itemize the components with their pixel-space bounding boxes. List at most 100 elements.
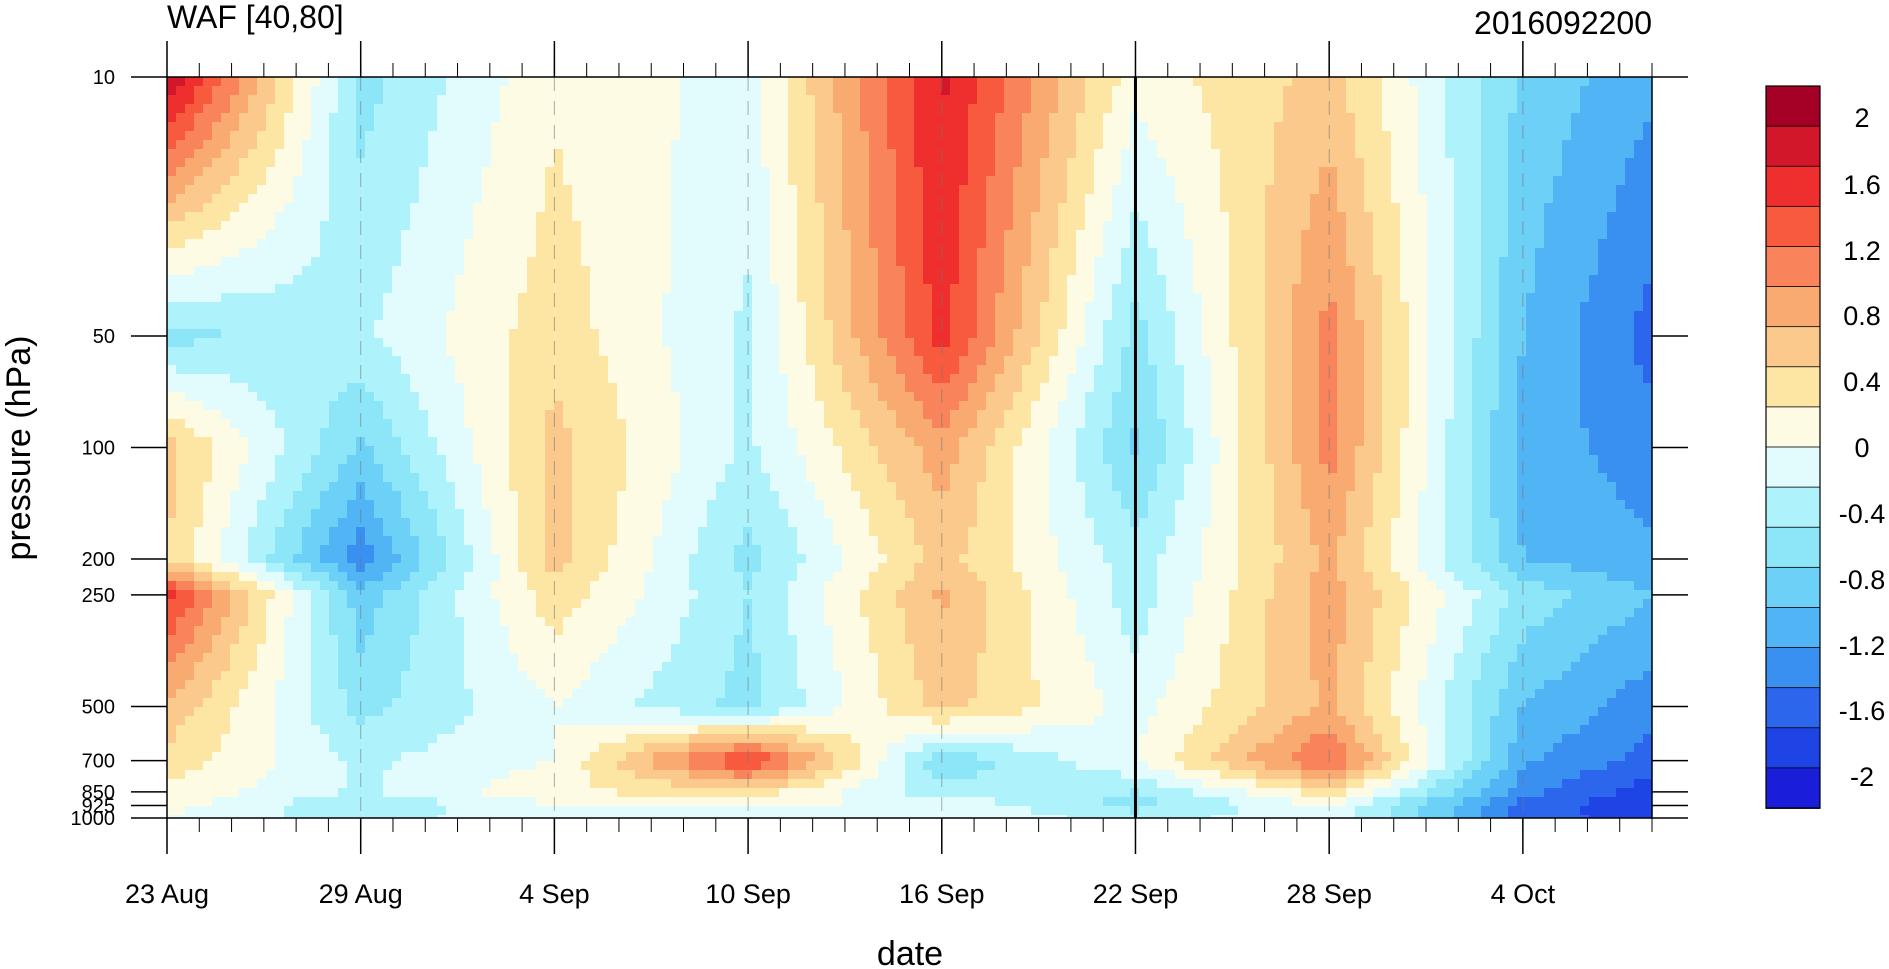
heatmap-cell: [284, 176, 294, 186]
heatmap-cell: [1139, 239, 1149, 249]
heatmap-cell: [1355, 113, 1365, 123]
heatmap-cell: [572, 302, 582, 312]
heatmap-cell: [995, 293, 1005, 303]
heatmap-cell: [329, 185, 339, 195]
heatmap-cell: [617, 131, 627, 141]
heatmap-cell: [518, 131, 528, 141]
heatmap-cell: [932, 176, 942, 186]
heatmap-cell: [500, 338, 510, 348]
heatmap-cell: [437, 212, 447, 222]
heatmap-cell: [716, 113, 726, 123]
heatmap-cell: [374, 284, 384, 294]
heatmap-cell: [1373, 275, 1383, 285]
heatmap-cell: [1364, 113, 1374, 123]
heatmap-cell: [464, 176, 474, 186]
heatmap-cell: [905, 158, 915, 168]
heatmap-cell: [887, 221, 897, 231]
heatmap-cell: [707, 266, 717, 276]
heatmap-cell: [284, 167, 294, 177]
heatmap-cell: [716, 284, 726, 294]
heatmap-cell: [707, 95, 717, 105]
heatmap-cell: [1310, 77, 1320, 87]
heatmap-cell: [1157, 86, 1167, 96]
heatmap-cell: [1490, 302, 1500, 312]
heatmap-cell: [1328, 158, 1338, 168]
heatmap-cell: [1202, 230, 1212, 240]
heatmap-cell: [329, 104, 339, 114]
heatmap-cell: [1418, 104, 1428, 114]
heatmap-cell: [1004, 167, 1014, 177]
heatmap-cell: [1526, 239, 1536, 249]
heatmap-cell: [779, 185, 789, 195]
heatmap-cell: [221, 122, 231, 132]
heatmap-cell: [977, 140, 987, 150]
heatmap-cell: [338, 86, 348, 96]
heatmap-cell: [1625, 284, 1635, 294]
heatmap-cell: [671, 302, 681, 312]
heatmap-cell: [860, 158, 870, 168]
heatmap-cell: [500, 239, 510, 249]
heatmap-cell: [716, 203, 726, 213]
heatmap-cell: [581, 203, 591, 213]
heatmap-cell: [1436, 176, 1446, 186]
heatmap-cell: [1454, 194, 1464, 204]
heatmap-cell: [914, 302, 924, 312]
heatmap-cell: [1283, 149, 1293, 159]
heatmap-cell: [977, 329, 987, 339]
heatmap-cell: [1211, 176, 1221, 186]
heatmap-cell: [446, 176, 456, 186]
heatmap-cell: [167, 167, 177, 177]
heatmap-cell: [545, 77, 555, 87]
heatmap-cell: [680, 311, 690, 321]
heatmap-cell: [707, 311, 717, 321]
heatmap-cell: [293, 167, 303, 177]
heatmap-cell: [1472, 149, 1482, 159]
heatmap-cell: [716, 257, 726, 267]
heatmap-cell: [338, 230, 348, 240]
heatmap-cell: [1517, 149, 1527, 159]
heatmap-cell: [1094, 149, 1104, 159]
heatmap-cell: [1535, 212, 1545, 222]
heatmap-cell: [176, 104, 186, 114]
heatmap-cell: [419, 95, 429, 105]
heatmap-cell: [1157, 140, 1167, 150]
heatmap-cell: [1427, 167, 1437, 177]
heatmap-cell: [815, 77, 825, 87]
heatmap-cell: [1499, 275, 1509, 285]
heatmap-cell: [1463, 275, 1473, 285]
heatmap-cell: [1337, 113, 1347, 123]
heatmap-cell: [653, 239, 663, 249]
heatmap-cell: [410, 257, 420, 267]
heatmap-cell: [1364, 221, 1374, 231]
heatmap-cell: [230, 230, 240, 240]
heatmap-cell: [968, 167, 978, 177]
heatmap-cell: [392, 311, 402, 321]
heatmap-cell: [1481, 158, 1491, 168]
heatmap-cell: [1436, 212, 1446, 222]
heatmap-cell: [1067, 275, 1077, 285]
heatmap-cell: [1067, 257, 1077, 267]
heatmap-cell: [1193, 86, 1203, 96]
heatmap-cell: [923, 230, 933, 240]
heatmap-cell: [1157, 149, 1167, 159]
heatmap-cell: [1040, 311, 1050, 321]
heatmap-cell: [365, 266, 375, 276]
heatmap-cell: [1553, 320, 1563, 330]
heatmap-cell: [1634, 248, 1644, 258]
heatmap-cell: [239, 104, 249, 114]
heatmap-cell: [185, 131, 195, 141]
heatmap-cell: [761, 302, 771, 312]
heatmap-cell: [842, 194, 852, 204]
heatmap-cell: [257, 95, 267, 105]
heatmap-cell: [617, 95, 627, 105]
heatmap-cell: [1319, 293, 1329, 303]
heatmap-cell: [1040, 248, 1050, 258]
heatmap-cell: [743, 167, 753, 177]
heatmap-cell: [1211, 203, 1221, 213]
heatmap-cell: [275, 338, 285, 348]
heatmap-cell: [986, 167, 996, 177]
heatmap-cell: [779, 122, 789, 132]
heatmap-cell: [1337, 311, 1347, 321]
heatmap-cell: [347, 77, 357, 87]
heatmap-cell: [1076, 248, 1086, 258]
